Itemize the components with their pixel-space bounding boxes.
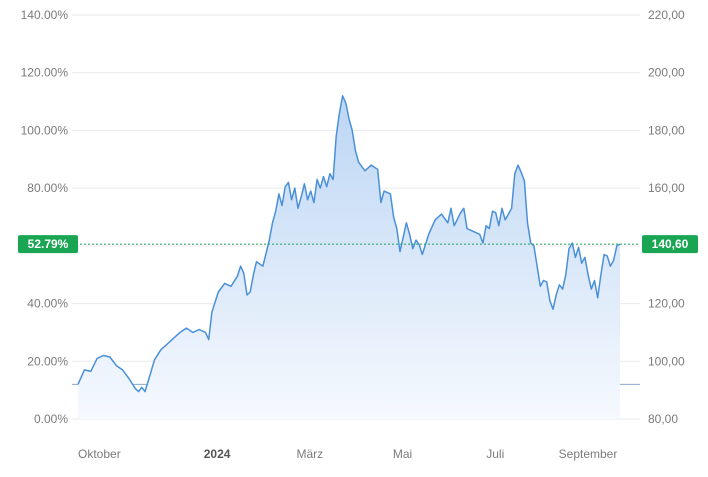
- left-axis-percent: 0.00%20.00%40.00%60.00%80.00%100.00%120.…: [21, 8, 69, 426]
- price-area-fill: [78, 95, 620, 420]
- right-axis-tick: 160,00: [648, 181, 685, 195]
- x-axis-label: September: [559, 447, 618, 461]
- current-price-label: 140,60: [652, 237, 689, 251]
- left-axis-tick: 140.00%: [21, 8, 69, 22]
- left-axis-tick: 100.00%: [21, 123, 69, 137]
- x-axis-label: 2024: [204, 447, 231, 461]
- x-axis-months: Oktober 2024 März Mai Juli September: [78, 447, 617, 461]
- x-axis-label: Mai: [393, 447, 412, 461]
- current-percent-badge: [18, 235, 78, 254]
- chart-area: [72, 95, 640, 420]
- price-line: [77, 95, 621, 393]
- left-axis-tick: 0.00%: [34, 412, 68, 426]
- x-axis-label: Oktober: [78, 447, 121, 461]
- x-axis-label: Juli: [486, 447, 504, 461]
- current-price-badge: [642, 235, 698, 254]
- left-axis-tick: 120.00%: [21, 66, 69, 80]
- right-axis-tick: 120,00: [648, 297, 685, 311]
- current-percent-label: 52.79%: [28, 237, 69, 251]
- right-axis-tick: 220,00: [648, 8, 685, 22]
- right-axis-tick: 100,00: [648, 354, 685, 368]
- left-axis-tick: 80.00%: [27, 181, 68, 195]
- right-axis-tick: 200,00: [648, 66, 685, 80]
- current-value-markers: 52.79% 140,60: [18, 235, 698, 254]
- right-axis-price: 80,00100,00120,00140,00160,00180,00200,0…: [648, 8, 685, 426]
- left-axis-tick: 20.00%: [27, 354, 68, 368]
- left-axis-tick: 40.00%: [27, 297, 68, 311]
- x-axis-label: März: [296, 447, 323, 461]
- right-axis-tick: 80,00: [648, 412, 678, 426]
- right-axis-tick: 180,00: [648, 123, 685, 137]
